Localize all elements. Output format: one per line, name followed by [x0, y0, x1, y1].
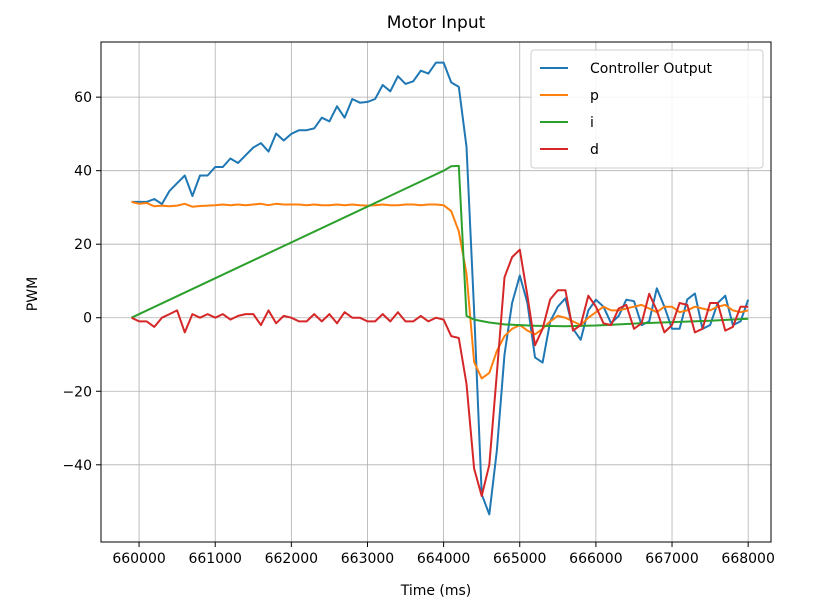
- axis-ticks: 660000 661000 662000 663000 664000 665000 6660…: [62, 90, 774, 567]
- plot-frame: [100, 41, 772, 543]
- x-tick-label: 664000: [417, 551, 470, 567]
- legend-label: i: [590, 115, 594, 131]
- x-tick-label: 661000: [188, 551, 241, 567]
- legend-label: p: [590, 88, 599, 104]
- y-tick-label: −20: [62, 384, 92, 400]
- legend-label: Controller Output: [590, 61, 712, 77]
- series-lines: [131, 61, 750, 516]
- legend-label: d: [590, 142, 599, 158]
- y-axis-label: PWM: [25, 277, 41, 311]
- y-tick-label: 40: [74, 164, 92, 180]
- x-tick-label: 662000: [265, 551, 318, 567]
- x-tick-label: 665000: [493, 551, 546, 567]
- legend-box: [530, 49, 764, 169]
- y-tick-label: 0: [83, 311, 92, 327]
- x-tick-label: 663000: [341, 551, 394, 567]
- y-tick-label: −40: [62, 458, 92, 474]
- y-tick-label: 20: [74, 237, 92, 253]
- legend: Controller Output pid: [530, 49, 764, 169]
- y-tick-label: 60: [74, 90, 92, 106]
- x-tick-label: 660000: [112, 551, 165, 567]
- chart-title: Motor Input: [387, 13, 486, 33]
- x-tick-label: 667000: [645, 551, 698, 567]
- x-tick-label: 666000: [569, 551, 622, 567]
- x-tick-label: 668000: [721, 551, 774, 567]
- series-line-i: [131, 164, 749, 328]
- series-line-d: [131, 248, 749, 497]
- x-axis-label: Time (ms): [400, 583, 472, 599]
